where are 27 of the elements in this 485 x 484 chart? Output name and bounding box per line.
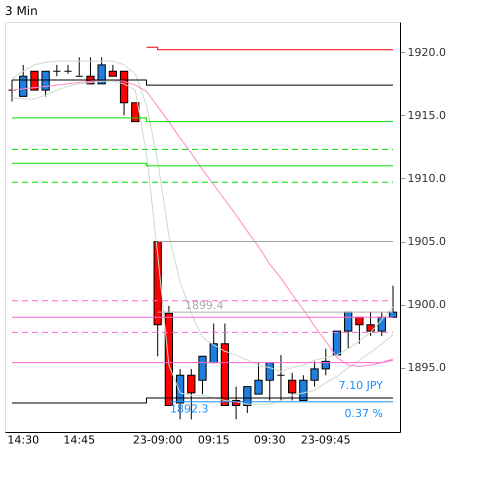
candlestick [344, 312, 352, 350]
y-tick-label: 1920.0 [408, 46, 446, 59]
candlestick [52, 64, 61, 77]
candlestick [108, 64, 117, 77]
candlestick [210, 323, 218, 364]
x-tick-label: 14:30 [7, 434, 40, 446]
x-tick-label: 09:15 [198, 434, 230, 446]
y-tick-label: 1900.0 [408, 298, 446, 312]
candlestick [355, 316, 364, 344]
candlestick [254, 362, 263, 395]
chart-title: 3 Min [5, 4, 38, 18]
candlestick [378, 312, 386, 337]
annotation: 1899.4 [185, 299, 224, 312]
candlestick [198, 356, 207, 395]
x-tick-label: 23-09:45 [300, 434, 351, 446]
annotation: 7.10 JPY [338, 379, 384, 392]
x-tick-label: 23-09:00 [132, 434, 183, 446]
candlestick [310, 360, 319, 388]
x-tick-label: 09:30 [254, 434, 286, 446]
candlestick [75, 56, 84, 77]
y-tick-label: 1915.0 [408, 108, 446, 122]
y-tick-label: 1910.0 [408, 172, 446, 185]
y-tick-label: 1905.0 [408, 235, 446, 248]
candlestick [322, 348, 330, 376]
y-tick-label: 1895.0 [408, 361, 446, 374]
x-tick-label: 14:45 [63, 434, 96, 446]
annotation: 0.37 % [344, 407, 383, 420]
